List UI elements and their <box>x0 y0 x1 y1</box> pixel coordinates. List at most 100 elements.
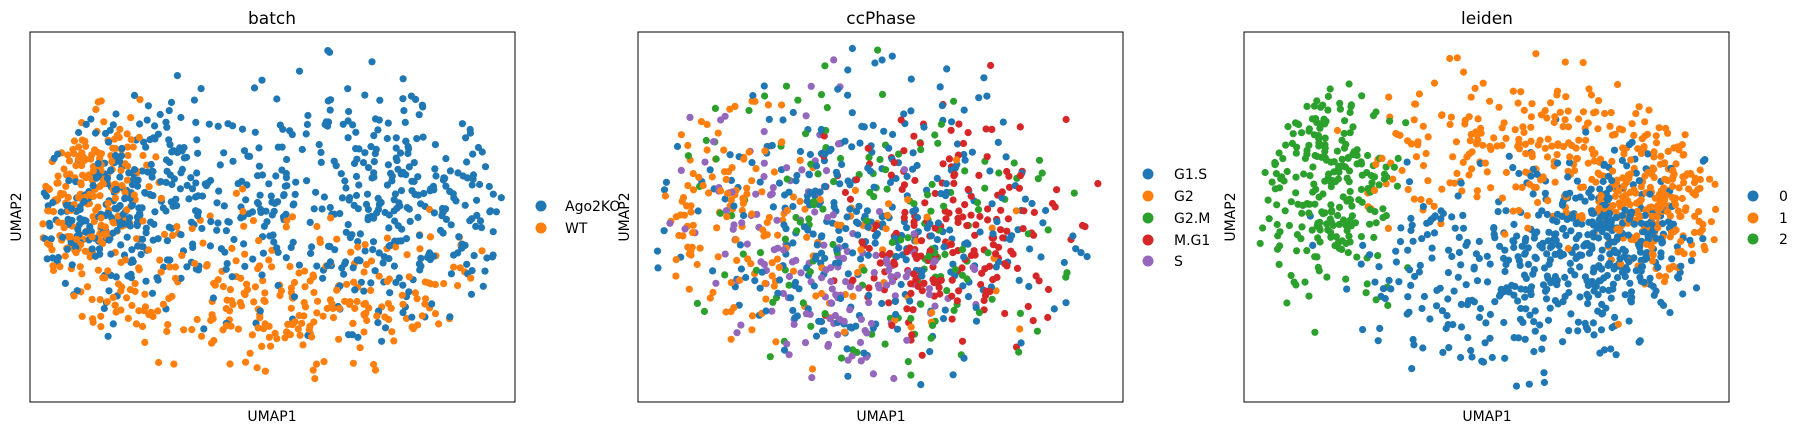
scatter-point <box>1392 258 1400 266</box>
scatter-point <box>1005 183 1014 191</box>
scatter-point <box>319 274 327 282</box>
scatter-point <box>326 258 334 266</box>
scatter-point <box>1431 212 1439 220</box>
scatter-point <box>1641 211 1649 219</box>
scatter-point <box>1562 190 1570 198</box>
scatter-point <box>881 340 889 348</box>
scatter-point <box>1409 335 1417 344</box>
scatter-point <box>672 213 681 221</box>
scatter-point <box>1591 265 1599 273</box>
scatter-point <box>863 217 871 225</box>
scatter-point <box>802 112 810 120</box>
scatter-point <box>1534 198 1542 207</box>
scatter-point <box>385 315 393 324</box>
scatter-point <box>76 215 84 223</box>
scatter-point <box>1315 267 1323 275</box>
scatter-point <box>1453 169 1461 177</box>
scatter-point <box>470 252 478 260</box>
scatter-point <box>170 360 178 368</box>
scatter-point <box>461 201 469 209</box>
scatter-point <box>864 223 872 231</box>
scatter-point <box>1336 99 1344 107</box>
scatter-point <box>458 240 466 248</box>
scatter-point <box>1590 157 1598 165</box>
scatter-point <box>1268 178 1276 186</box>
scatter-point <box>1404 246 1412 254</box>
scatter-point <box>1576 293 1584 301</box>
scatter-point <box>872 221 881 229</box>
scatter-point <box>1620 182 1628 190</box>
scatter-point <box>843 213 851 221</box>
scatter-point <box>1515 206 1523 215</box>
scatter-point <box>779 289 787 298</box>
scatter-point <box>761 92 769 100</box>
scatter-point <box>142 143 150 151</box>
scatter-point <box>59 233 67 241</box>
scatter-point <box>794 96 802 104</box>
legend-entry: M.G1 <box>1142 233 1210 249</box>
scatter-point <box>760 82 768 90</box>
scatter-point <box>1284 123 1292 131</box>
scatter-point <box>177 231 185 239</box>
scatter-point <box>1568 141 1576 149</box>
scatter-point <box>1454 273 1462 281</box>
scatter-point <box>1566 153 1574 161</box>
scatter-point <box>997 226 1005 234</box>
scatter-point <box>678 197 686 205</box>
scatter-point <box>1590 109 1598 117</box>
scatter-point <box>1544 316 1553 324</box>
scatter-point <box>909 149 917 157</box>
scatter-point <box>699 181 707 190</box>
scatter-point <box>214 276 222 284</box>
scatter-point <box>1290 278 1298 286</box>
scatter-point <box>258 271 266 279</box>
scatter-point <box>833 171 841 179</box>
scatter-point <box>1511 126 1519 134</box>
scatter-point <box>276 291 284 300</box>
scatter-point <box>900 110 908 118</box>
scatter-point <box>1581 319 1589 327</box>
scatter-point <box>1359 241 1367 249</box>
scatter-point <box>1038 169 1046 177</box>
scatter-point <box>888 321 896 330</box>
scatter-point <box>1457 323 1466 331</box>
scatter-point <box>1375 181 1383 189</box>
scatter-point <box>311 375 319 383</box>
scatter-point <box>1562 231 1570 239</box>
scatter-point <box>739 250 747 258</box>
scatter-point <box>1475 237 1483 245</box>
scatter-point <box>1395 278 1403 286</box>
scatter-point <box>743 240 751 248</box>
scatter-point <box>1643 249 1651 257</box>
scatter-point <box>823 104 831 112</box>
scatter-point <box>127 270 135 278</box>
scatter-point <box>367 257 376 265</box>
scatter-point <box>895 244 903 252</box>
scatter-point <box>278 143 286 151</box>
scatter-point <box>971 231 979 239</box>
scatter-point <box>273 95 281 103</box>
scatter-point <box>1012 207 1020 215</box>
scatter-point <box>82 142 90 150</box>
scatter-point <box>265 180 273 188</box>
scatter-point <box>369 246 377 254</box>
scatter-point <box>876 259 885 267</box>
scatter-point <box>885 250 894 258</box>
scatter-point <box>931 302 939 310</box>
scatter-point <box>1368 179 1376 187</box>
scatter-point <box>1025 282 1033 291</box>
scatter-point <box>308 243 316 251</box>
scatter-point <box>1563 215 1571 223</box>
scatter-point <box>450 263 458 271</box>
scatter-point <box>745 148 753 156</box>
scatter-point <box>1345 232 1353 240</box>
scatter-point <box>65 157 74 165</box>
scatter-point <box>952 156 961 164</box>
scatter-point <box>246 349 254 357</box>
scatter-point <box>1611 313 1619 321</box>
scatter-point <box>758 188 766 196</box>
scatter-point <box>709 267 717 275</box>
scatter-point <box>1308 115 1317 123</box>
scatter-point <box>1275 149 1283 157</box>
scatter-point <box>309 366 317 374</box>
